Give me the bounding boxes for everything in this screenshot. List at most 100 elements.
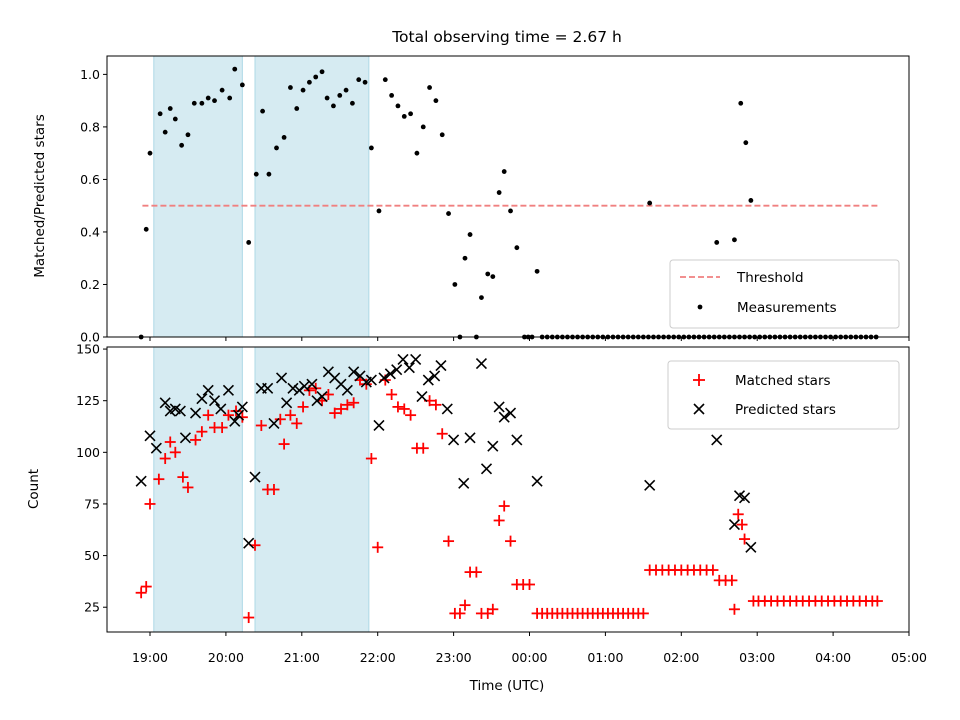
- bottom-legend-box: [667, 360, 900, 430]
- matched-star-point: [335, 403, 347, 415]
- matched-star-point: [728, 603, 740, 615]
- matched-star-point: [190, 434, 202, 446]
- measurement-point: [167, 106, 173, 111]
- top-legend: Threshold Measurements: [669, 259, 900, 329]
- matched-star-point: [291, 417, 303, 429]
- measurement-point: [274, 145, 279, 151]
- legend-predicted-marker: [693, 403, 705, 415]
- measurement-point: [490, 274, 496, 279]
- bottom-y-tick-label: 50: [84, 548, 100, 563]
- measurement-point: [294, 106, 300, 111]
- bottom-y-tick-label: 25: [84, 600, 100, 615]
- predicted-star-point: [644, 479, 656, 491]
- predicted-star-point: [150, 442, 162, 454]
- predicted-star-point: [202, 384, 214, 396]
- predicted-star-point: [316, 390, 328, 403]
- matched-star-point: [871, 595, 883, 607]
- predicted-star-point: [179, 432, 191, 444]
- matched-star-point: [454, 607, 466, 619]
- measurement-point: [420, 124, 426, 130]
- measurement-point: [319, 69, 325, 75]
- measurement-point: [232, 66, 238, 72]
- measurement-point: [467, 232, 473, 237]
- predicted-star-point: [728, 519, 740, 531]
- matched-star-point: [140, 581, 152, 593]
- matched-star-point: [493, 514, 505, 526]
- predicted-star-point: [480, 463, 493, 475]
- top-y-tick-label: 1.0: [80, 67, 100, 82]
- bottom-y-tick-label: 125: [76, 393, 100, 408]
- measurement-point: [199, 100, 205, 106]
- measurement-point: [395, 103, 401, 109]
- measurement-point: [439, 132, 445, 138]
- matched-star-point: [637, 607, 649, 619]
- measurement-point: [748, 198, 754, 203]
- x-tick-label: 19:00: [132, 650, 168, 665]
- predicted-star-point: [306, 378, 318, 390]
- measurement-point: [714, 240, 720, 245]
- top-y-tick-label: 0.8: [80, 119, 100, 134]
- measurement-point: [337, 92, 343, 98]
- matched-star-point: [274, 413, 286, 425]
- measurement-point: [343, 87, 349, 93]
- matched-star-point: [230, 405, 242, 417]
- predicted-star-point: [511, 434, 523, 446]
- bottom-y-tick-label: 150: [76, 342, 100, 357]
- matched-star-point: [459, 599, 471, 611]
- measurement-point: [414, 150, 420, 156]
- matched-star-point: [216, 422, 228, 434]
- measurement-point: [534, 268, 540, 274]
- measurement-point: [452, 282, 458, 287]
- measurement-point: [162, 129, 168, 135]
- top-shaded-interval: [254, 55, 370, 338]
- measurement-point: [433, 98, 439, 104]
- measurement-point: [331, 103, 336, 109]
- measurement-point: [382, 77, 388, 83]
- matched-star-point: [284, 409, 296, 421]
- predicted-star-point: [416, 390, 428, 403]
- measurement-point: [239, 82, 245, 88]
- legend-matched-marker: [693, 374, 705, 386]
- matched-star-point: [524, 579, 536, 590]
- bottom-axes-frame: [106, 346, 910, 633]
- matched-star-point: [164, 436, 176, 448]
- x-tick-label: 23:00: [436, 650, 472, 665]
- predicted-star-point: [397, 353, 409, 365]
- top-y-tick-label: 0.6: [80, 172, 100, 187]
- measurement-point: [485, 271, 491, 277]
- chart-title: Total observing time = 2.67 h: [391, 28, 622, 46]
- predicted-star-point: [135, 475, 147, 487]
- top-y-tick-label: 0.2: [80, 277, 100, 292]
- x-tick-label: 03:00: [739, 650, 775, 665]
- predicted-star-point: [504, 407, 517, 419]
- matched-star-point: [243, 612, 255, 624]
- predicted-star-point: [222, 384, 235, 396]
- predicted-star-point: [365, 374, 377, 386]
- predicted-star-point: [243, 537, 255, 549]
- matched-star-point: [487, 603, 499, 615]
- predicted-star-point: [144, 430, 156, 442]
- predicted-star-point: [738, 492, 751, 504]
- predicted-star-point: [196, 393, 208, 405]
- predicted-star-point: [268, 417, 280, 429]
- x-tick-label: 00:00: [511, 650, 547, 665]
- top-shaded-interval: [153, 55, 243, 338]
- matched-star-point: [498, 500, 510, 512]
- matched-star-point: [144, 498, 156, 510]
- measurement-point: [446, 211, 451, 216]
- measurement-point: [508, 208, 513, 214]
- predicted-star-point: [276, 372, 288, 384]
- measurement-point: [147, 150, 153, 156]
- matched-star-point: [372, 541, 384, 553]
- x-tick-label: 05:00: [891, 650, 927, 665]
- legend-measurements-marker: [697, 304, 703, 310]
- legend-measurements-label: Measurements: [737, 300, 837, 316]
- measurement-point: [227, 95, 233, 101]
- matched-star-point: [505, 535, 517, 547]
- measurement-point: [172, 116, 178, 122]
- x-tick-label: 22:00: [360, 650, 396, 665]
- matched-star-point: [278, 438, 290, 450]
- predicted-star-point: [236, 401, 248, 413]
- measurement-point: [157, 111, 163, 117]
- matched-star-point: [329, 407, 341, 419]
